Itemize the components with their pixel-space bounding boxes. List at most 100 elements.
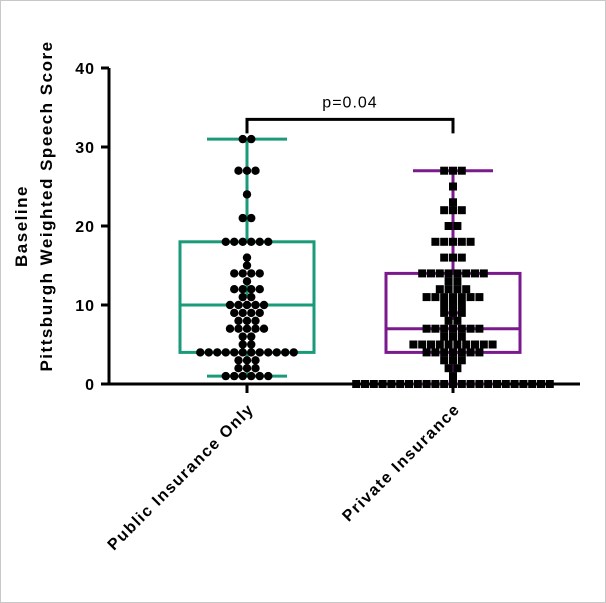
y-axis-title-line-2: Pittsburgh Weighted Speech Score <box>37 40 56 371</box>
data-point <box>238 213 247 223</box>
data-point <box>418 269 427 278</box>
data-point <box>453 277 462 286</box>
data-point <box>251 300 260 310</box>
data-point <box>221 371 230 381</box>
data-point <box>409 340 418 349</box>
data-point <box>440 324 449 333</box>
data-point <box>247 237 256 246</box>
data-point <box>475 348 484 357</box>
data-point <box>435 269 444 278</box>
data-point <box>440 332 449 341</box>
data-point <box>238 269 247 278</box>
data-point <box>431 293 440 302</box>
data-point <box>457 356 466 365</box>
data-point <box>457 332 466 341</box>
data-point <box>387 380 396 388</box>
data-point <box>422 293 431 302</box>
data-point <box>251 166 260 175</box>
data-point <box>453 364 462 373</box>
data-point <box>435 285 444 294</box>
data-point <box>444 364 453 373</box>
data-point <box>537 380 545 388</box>
data-point <box>545 380 554 388</box>
bracket-line <box>245 117 455 134</box>
data-point <box>488 340 497 349</box>
data-point <box>225 300 235 310</box>
data-point <box>255 308 264 318</box>
data-point <box>230 348 239 357</box>
data-point <box>449 182 457 191</box>
data-point <box>247 332 256 341</box>
category-labels: Public Insurance Only Private Insurance <box>105 401 464 554</box>
data-point <box>440 356 449 365</box>
data-point <box>230 308 239 318</box>
data-point <box>255 371 264 381</box>
category-label-public: Public Insurance Only <box>105 401 258 554</box>
data-point <box>255 269 264 278</box>
data-point <box>259 300 269 310</box>
data-point <box>247 213 256 223</box>
data-point <box>466 237 475 246</box>
data-point <box>422 348 431 357</box>
data-point <box>234 356 243 365</box>
data-point <box>242 324 252 333</box>
data-point <box>422 380 431 388</box>
data-point <box>466 380 475 388</box>
y-tick-label: 0 <box>85 377 95 394</box>
data-point <box>289 348 298 357</box>
data-point <box>444 316 453 325</box>
data-point <box>242 356 252 365</box>
data-point <box>238 134 247 144</box>
data-point <box>230 371 239 381</box>
iqr-box <box>178 240 316 354</box>
data-point <box>440 206 449 215</box>
data-point <box>238 308 247 318</box>
data-point <box>493 380 501 388</box>
data-point <box>251 364 260 373</box>
data-point <box>247 292 256 302</box>
y-tick-label: 40 <box>75 61 95 78</box>
data-point <box>440 308 449 317</box>
data-point <box>251 324 260 333</box>
data-point <box>242 316 252 325</box>
data-point <box>440 348 449 357</box>
data-point <box>247 348 256 357</box>
data-point <box>449 301 457 309</box>
data-point <box>501 380 510 388</box>
data-point <box>369 380 378 388</box>
data-point <box>457 324 466 333</box>
data-point <box>247 340 256 349</box>
data-point <box>230 285 239 294</box>
y-axis-title: Baseline Pittsburgh Weighted Speech Score <box>12 40 56 371</box>
data-point <box>475 293 484 302</box>
data-point <box>471 340 479 349</box>
data-point <box>242 166 252 175</box>
data-point <box>242 190 252 199</box>
data-point <box>444 222 453 230</box>
data-point <box>449 237 457 246</box>
data-point <box>238 292 247 302</box>
data-point <box>449 206 457 215</box>
data-point <box>449 332 457 341</box>
data-point <box>466 348 475 357</box>
data-point <box>255 237 264 246</box>
data-point <box>457 348 466 357</box>
data-point <box>418 340 427 349</box>
data-point <box>238 340 247 349</box>
data-point <box>242 253 252 262</box>
data-point <box>255 285 264 294</box>
data-point <box>519 380 528 388</box>
data-point <box>435 340 444 349</box>
data-point <box>462 340 471 349</box>
y-axis: 0 10 20 30 40 <box>75 61 111 394</box>
data-point <box>264 371 273 381</box>
data-point <box>242 300 252 310</box>
data-point <box>528 380 537 388</box>
data-point <box>352 380 361 388</box>
data-point <box>453 316 462 325</box>
y-tick-label: 30 <box>75 140 95 157</box>
data-point <box>431 380 440 388</box>
data-point <box>427 269 435 278</box>
data-point <box>444 277 453 286</box>
data-point <box>221 348 230 357</box>
